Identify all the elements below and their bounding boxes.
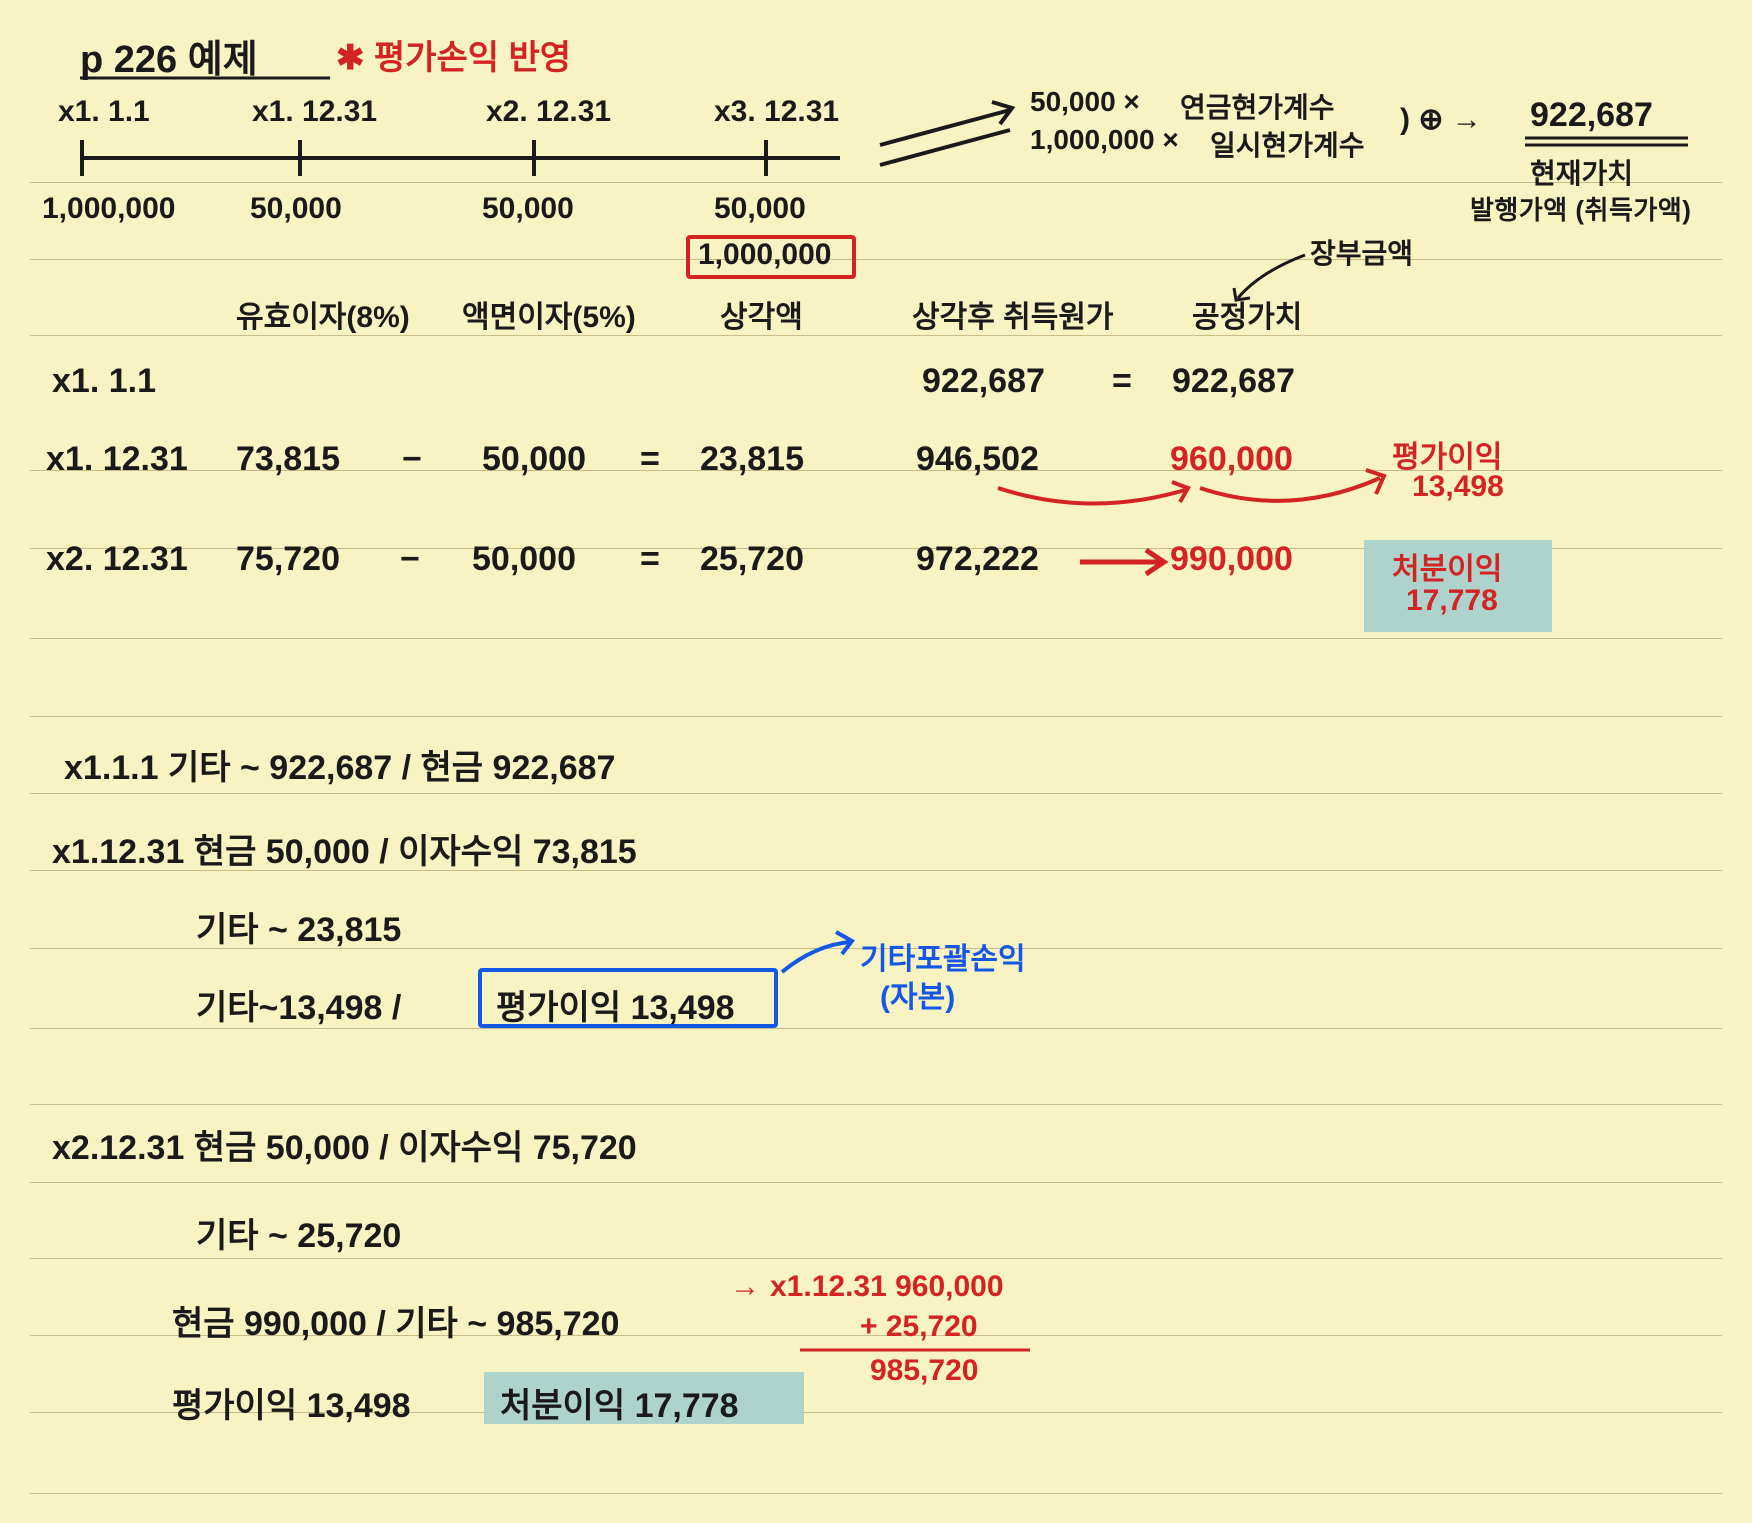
hdr-eff: 유효이자(8%): [236, 292, 410, 336]
entry-line4b: 평가이익 13,498: [496, 980, 735, 1029]
pv-sub2: 발행가액 (취득가액): [1470, 190, 1691, 227]
hdr-book: 장부금액: [1310, 232, 1413, 272]
hr: [30, 1493, 1722, 1494]
timeline-date: x1. 12.31: [252, 95, 377, 129]
hr: [30, 1182, 1722, 1183]
entry-line: x2.12.31 현금 50,000 / 이자수익 75,720: [52, 1120, 637, 1169]
calc-l3: 985,720: [870, 1354, 978, 1388]
timeline-value: 1,000,000: [42, 192, 175, 226]
row-eff: 73,815: [236, 440, 340, 479]
row-amort: 23,815: [700, 440, 804, 479]
row-dash: −: [402, 440, 422, 479]
hdr-amort: 상각액: [720, 292, 803, 336]
pv-sum: ) ⊕ →: [1400, 102, 1482, 137]
hr: [30, 1104, 1722, 1105]
eval-gain-val: 13,498: [1412, 470, 1504, 504]
timeline-value: 50,000: [250, 192, 342, 226]
row-fv: 990,000: [1170, 540, 1293, 579]
calc-l1: x1.12.31 960,000: [770, 1270, 1004, 1304]
pv-sub1: 현재가치: [1530, 152, 1633, 192]
row-date: x1. 12.31: [46, 440, 188, 479]
entry-line: x1.1.1 기타 ~ 922,687 / 현금 922,687: [64, 740, 615, 789]
timeline-value: 50,000: [714, 192, 806, 226]
row-eq: =: [640, 540, 660, 579]
hdr-ac: 상각후 취득원가: [912, 292, 1114, 336]
timeline-date: x2. 12.31: [486, 95, 611, 129]
hr: [30, 182, 1722, 183]
hr: [30, 793, 1722, 794]
row-fv: 960,000: [1170, 440, 1293, 479]
row-ac: 972,222: [916, 540, 1039, 579]
hr: [30, 638, 1722, 639]
entry-8a: 평가이익 13,498: [172, 1378, 411, 1427]
entry-8b: 처분이익 17,778: [500, 1378, 739, 1427]
page-note: ✱ 평가손익 반영: [336, 30, 571, 79]
row-fv: 922,687: [1172, 362, 1295, 401]
timeline-date: x3. 12.31: [714, 95, 839, 129]
row-date: x1. 1.1: [52, 362, 156, 401]
row-eq: =: [1112, 362, 1132, 401]
disp-gain-label: 처분이익: [1392, 544, 1502, 588]
timeline-final: 1,000,000: [698, 238, 831, 272]
row-nom: 50,000: [482, 440, 586, 479]
pv-result: 922,687: [1530, 96, 1653, 135]
entry-line: 기타 ~ 25,720: [196, 1208, 401, 1257]
hdr-nom: 액면이자(5%): [462, 292, 636, 336]
entry-line: 현금 990,000 / 기타 ~ 985,720: [172, 1296, 619, 1345]
hdr-fv: 공정가치: [1192, 292, 1302, 336]
timeline-value: 50,000: [482, 192, 574, 226]
row-eq: =: [640, 440, 660, 479]
hr: [30, 259, 1722, 260]
calc-arrow: →: [730, 1270, 760, 1304]
disp-gain-val: 17,778: [1406, 584, 1498, 618]
row-nom: 50,000: [472, 540, 576, 579]
entry-line: x1.12.31 현금 50,000 / 이자수익 73,815: [52, 824, 637, 873]
calc-l2: + 25,720: [860, 1310, 978, 1344]
page-title: p 226 예제: [80, 28, 258, 83]
row-eff: 75,720: [236, 540, 340, 579]
row-ac: 946,502: [916, 440, 1039, 479]
row-ac: 922,687: [922, 362, 1045, 401]
pv-line2a: 1,000,000 ×: [1030, 124, 1179, 156]
blue-note2: (자본): [880, 972, 955, 1016]
row-amort: 25,720: [700, 540, 804, 579]
entry-line4a: 기타~13,498 /: [196, 980, 401, 1029]
row-dash: −: [400, 540, 420, 579]
hr: [30, 1258, 1722, 1259]
row-date: x2. 12.31: [46, 540, 188, 579]
pv-line2b: 일시현가계수: [1210, 124, 1365, 164]
timeline-date: x1. 1.1: [58, 95, 150, 129]
entry-line: 기타 ~ 23,815: [196, 902, 401, 951]
hr: [30, 716, 1722, 717]
pv-line1b: 연금현가계수: [1180, 86, 1335, 126]
pv-line1a: 50,000 ×: [1030, 86, 1140, 118]
